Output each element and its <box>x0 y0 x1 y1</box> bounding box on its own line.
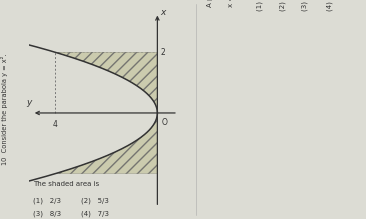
Text: The shaded area is: The shaded area is <box>33 181 99 187</box>
Text: (4)  (Velocity)²: (4) (Velocity)² <box>326 0 333 11</box>
Text: x = √t then its acceleration is proportional to: x = √t then its acceleration is proporti… <box>227 0 234 7</box>
Text: (1)   2/3: (1) 2/3 <box>33 197 61 204</box>
Text: y: y <box>27 99 32 108</box>
Text: (3)   8/3: (3) 8/3 <box>33 210 61 217</box>
Text: O: O <box>161 118 167 127</box>
Text: A particle moves in a straight line, so that: A particle moves in a straight line, so … <box>207 0 213 7</box>
Text: (2)   5/3: (2) 5/3 <box>81 197 108 204</box>
Text: (1)  Velocity: (1) Velocity <box>256 0 263 11</box>
Text: 4: 4 <box>52 120 57 129</box>
Text: (3)  (Velocity)³: (3) (Velocity)³ <box>300 0 307 11</box>
Text: 2: 2 <box>160 48 165 57</box>
Text: x: x <box>160 8 165 17</box>
Text: (4)   7/3: (4) 7/3 <box>81 210 109 217</box>
Text: 10  Consider the parabola y = x².: 10 Consider the parabola y = x². <box>1 54 8 165</box>
Text: (2)  (Velocity)³²: (2) (Velocity)³² <box>278 0 285 11</box>
